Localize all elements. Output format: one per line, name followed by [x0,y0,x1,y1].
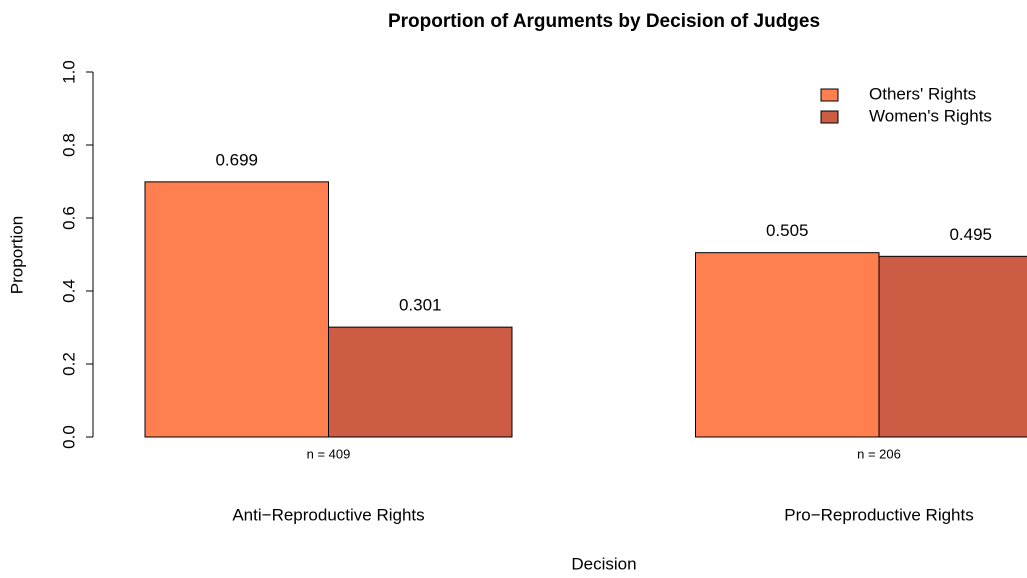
value-label: 0.301 [399,296,442,315]
legend-label: Others' Rights [869,84,976,103]
bar [695,252,880,438]
y-tick-label: 1.0 [59,60,78,84]
y-tick-label: 0.8 [59,133,78,157]
x-tick-label: Anti−Reproductive Rights [232,505,424,524]
legend-swatch [820,88,839,102]
y-tick-label: 0.2 [59,352,78,376]
legend-swatch [820,110,839,124]
y-axis-label: Proportion [7,216,26,294]
y-tick-label: 0.0 [59,425,78,449]
y-tick-label: 0.4 [59,279,78,303]
value-label: 0.505 [766,221,809,240]
value-label: 0.699 [215,150,258,169]
x-axis-label: Decision [571,554,636,573]
chart-title: Proportion of Arguments by Decision of J… [388,11,820,32]
x-tick-label: Pro−Reproductive Rights [784,505,973,524]
annotation: n = 409 [307,446,351,461]
annotation: n = 206 [857,446,901,461]
bar [144,181,329,438]
bar [878,255,1027,438]
bar [328,326,513,438]
legend-label: Women's Rights [869,106,992,125]
value-label: 0.495 [949,225,992,244]
y-tick-label: 0.6 [59,206,78,230]
